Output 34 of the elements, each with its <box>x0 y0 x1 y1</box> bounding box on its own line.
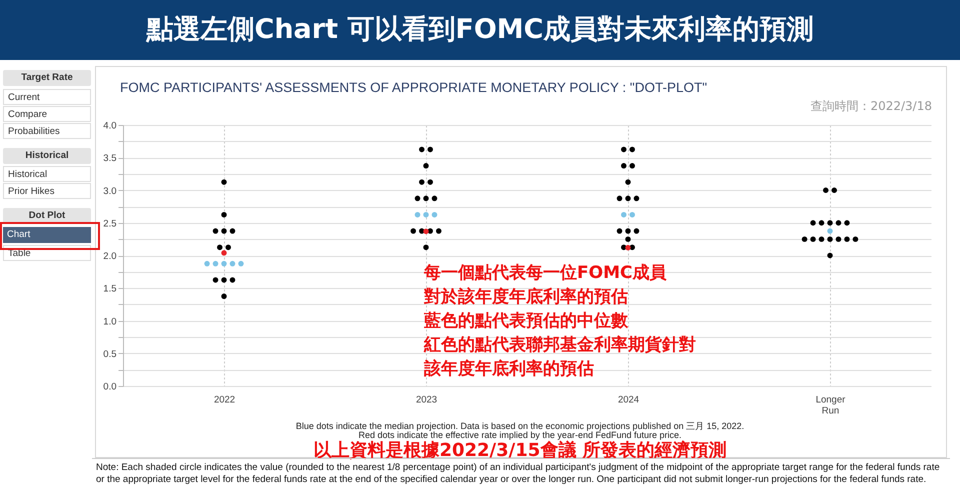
text: Probabilities <box>3 123 91 139</box>
annotation: 藍色的點代表預估的中位數 <box>424 311 628 331</box>
text: Note: Each shaded circle indicates the value (rounded to the nearest 1/8 percentage point) of an individual participant's judgment of the midpoint of the appropriate target range for the federal funds rate or the appropriate target level for the federal funds rate at the end of the specified calendar year or over the longer run. One participant did not submit longer-run projections for the federal funds rate. <box>96 462 940 485</box>
x-tick-label: 2024 <box>618 394 640 406</box>
x-tick-label: Longer Run <box>816 394 846 416</box>
annotation: 該年度年底利率的預估 <box>424 359 594 379</box>
chart-subtitle: 查詢時間：2022/3/18 <box>810 98 932 115</box>
annotation: 紅色的點代表聯邦基金利率期貨針對 <box>424 335 696 355</box>
text: 以上資料是根據2022/3/15會議 所發表的經濟預測 <box>312 440 728 462</box>
x-tick-label: 2023 <box>416 394 438 406</box>
chart-title: FOMC PARTICIPANTS' ASSESSMENTS OF APPROPRIATE MONETARY POLICY : "DOT-PLOT" <box>120 80 708 95</box>
y-tick-label: 3.5 <box>103 153 116 164</box>
text: Blue dots indicate the median projection. Data is based on the economic projections published on 三月 15, 2022. <box>294 420 746 432</box>
text: Target Rate <box>3 70 91 86</box>
text: Red dots indicate the effective rate implied by the year-end FedFund future price. <box>357 430 682 440</box>
y-tick-label: 2.0 <box>103 251 116 262</box>
y-tick-label: 4.0 <box>103 120 116 132</box>
y-tick-label: 1.0 <box>103 316 116 328</box>
text: Historical <box>3 148 91 164</box>
text: Current <box>3 89 91 105</box>
y-tick-label: 3.0 <box>103 186 116 197</box>
text: Dot Plot <box>3 208 91 224</box>
y-tick-label: 0.5 <box>103 348 116 360</box>
y-tick-label: 0.0 <box>103 382 116 392</box>
text: Prior Hikes <box>3 183 91 199</box>
y-tick-label: 2.5 <box>103 218 116 230</box>
text: 點選左側Chart 可以看到FOMC成員對未來利率的預測 <box>0 0 960 63</box>
text: Historical <box>3 166 91 182</box>
x-tick-label: 2022 <box>214 394 236 406</box>
annotation: 對於該年度年底利率的預估 <box>424 287 628 307</box>
y-tick-label: 1.5 <box>103 284 116 295</box>
annotation: 每一個點代表每一位FOMC成員 <box>424 263 666 283</box>
text: Compare <box>3 106 91 122</box>
text: Chart <box>3 227 91 243</box>
